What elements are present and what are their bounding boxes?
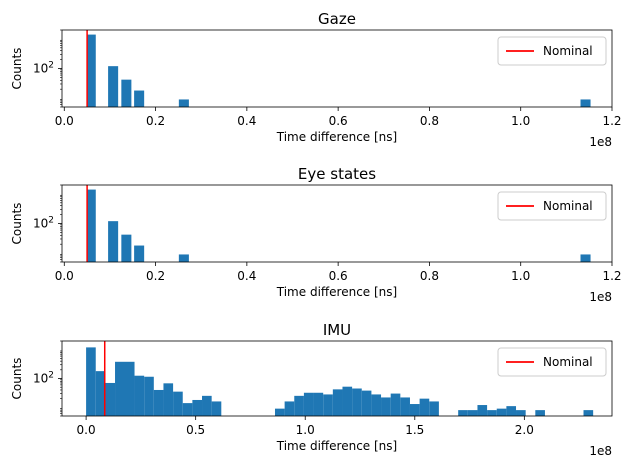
chart-title: IMU	[323, 321, 351, 339]
histogram-bar	[516, 410, 526, 416]
histogram-bar	[163, 383, 174, 416]
histogram-bar	[105, 382, 116, 416]
x-tick-label: 0.8	[420, 114, 439, 128]
histogram-bar	[95, 371, 106, 416]
histogram-bar	[153, 389, 164, 416]
histogram-bar	[361, 390, 372, 416]
x-tick-label: 2.0	[515, 423, 534, 437]
histogram-bar	[108, 221, 119, 262]
histogram-bar	[144, 376, 154, 416]
histogram-bar	[477, 405, 488, 416]
histogram-bar	[192, 399, 203, 416]
x-tick-label: 0.6	[329, 114, 348, 128]
histogram-bar	[173, 391, 183, 416]
histogram-bar	[211, 401, 222, 416]
x-tick-label: 1.0	[511, 114, 530, 128]
histogram-bar	[87, 189, 96, 262]
histogram-bar	[342, 386, 353, 416]
histogram-bar	[352, 388, 362, 416]
histogram-bar	[458, 410, 468, 416]
histogram-bar	[134, 375, 145, 416]
x-tick-label: 1.2	[602, 114, 621, 128]
x-tick-label: 0.0	[55, 269, 74, 283]
histogram-bar	[274, 408, 285, 416]
y-tick-label: 102	[33, 216, 54, 231]
histogram-bar	[487, 410, 497, 416]
histogram-bar	[506, 406, 517, 416]
legend: Nominal	[497, 347, 607, 377]
x-axis-label: Time difference [ns]	[276, 439, 397, 453]
x-tick-label: 0.8	[420, 269, 439, 283]
histogram-bar	[390, 393, 401, 416]
histogram-bar	[178, 99, 189, 107]
y-axis-label: Counts	[10, 48, 24, 90]
x-tick-label: 1.0	[511, 269, 530, 283]
histogram-bar	[467, 410, 478, 416]
chart-title: Gaze	[318, 10, 356, 28]
histogram-bar	[87, 34, 96, 107]
histogram-bar	[121, 234, 132, 262]
x-tick-label: 0.0	[77, 423, 96, 437]
x-tick-label: 0.4	[237, 114, 256, 128]
histogram-bar	[134, 245, 145, 262]
x-tick-label: 1.0	[296, 423, 315, 437]
histogram-bar	[182, 403, 193, 416]
histogram-bar	[419, 398, 430, 416]
histogram-bar	[284, 401, 295, 416]
legend-label: Nominal	[543, 355, 593, 369]
histogram-bar	[496, 408, 507, 416]
x-axis-label: Time difference [ns]	[276, 285, 397, 299]
histogram-bar	[583, 410, 594, 416]
histogram-bar	[108, 66, 119, 107]
histogram-bar	[313, 392, 324, 416]
legend-box	[497, 36, 607, 66]
histogram-bar	[115, 361, 135, 416]
histogram-bar	[178, 254, 189, 262]
histogram-bar	[429, 401, 439, 416]
histogram-bar	[400, 397, 410, 416]
subplot-2: 0.0 0.5 1.0 1.5 2.0 102 IMU Time difference [ns…	[10, 321, 613, 458]
histogram-bar	[202, 395, 212, 416]
x-offset-label: 1e8	[589, 135, 612, 149]
legend-box	[497, 191, 607, 221]
y-tick-label: 102	[33, 61, 54, 76]
chart-title: Eye states	[298, 165, 376, 183]
histogram-bar	[86, 347, 96, 416]
x-axis-label: Time difference [ns]	[276, 130, 397, 144]
y-tick-label: 102	[33, 371, 54, 386]
y-axis-label: Counts	[10, 203, 24, 245]
histogram-bar	[323, 394, 333, 416]
legend-label: Nominal	[543, 44, 593, 58]
subplot-1: 0.0 0.2 0.4 0.6 0.8 1.0 1.2 102 Eye states Time d…	[10, 165, 622, 304]
x-offset-label: 1e8	[589, 290, 612, 304]
x-tick-label: 1.2	[602, 269, 621, 283]
legend-box	[497, 347, 607, 377]
y-axis-label: Counts	[10, 358, 24, 400]
histogram-bar	[535, 410, 545, 416]
legend: Nominal	[497, 191, 607, 221]
x-tick-label: 0.4	[237, 269, 256, 283]
histogram-bar	[580, 99, 591, 107]
x-offset-label: 1e8	[589, 444, 612, 458]
histogram-bar	[371, 394, 382, 416]
legend-label: Nominal	[543, 199, 593, 213]
histogram-bar	[294, 395, 304, 416]
histogram-bar	[121, 79, 132, 107]
legend: Nominal	[497, 36, 607, 66]
x-tick-label: 0.0	[55, 114, 74, 128]
histogram-bar	[134, 90, 145, 107]
histogram-bar	[381, 397, 391, 416]
histogram-bar	[332, 389, 343, 416]
x-tick-label: 1.5	[405, 423, 424, 437]
subplot-0: 0.0 0.2 0.4 0.6 0.8 1.0 1.2 102 Gaze Time differe…	[10, 10, 622, 149]
x-tick-label: 0.5	[186, 423, 205, 437]
x-tick-label: 0.2	[146, 269, 165, 283]
histogram-bar	[580, 254, 591, 262]
x-tick-label: 0.6	[329, 269, 348, 283]
x-tick-label: 0.2	[146, 114, 165, 128]
histogram-bar	[409, 404, 420, 416]
histogram-bar	[303, 392, 314, 416]
